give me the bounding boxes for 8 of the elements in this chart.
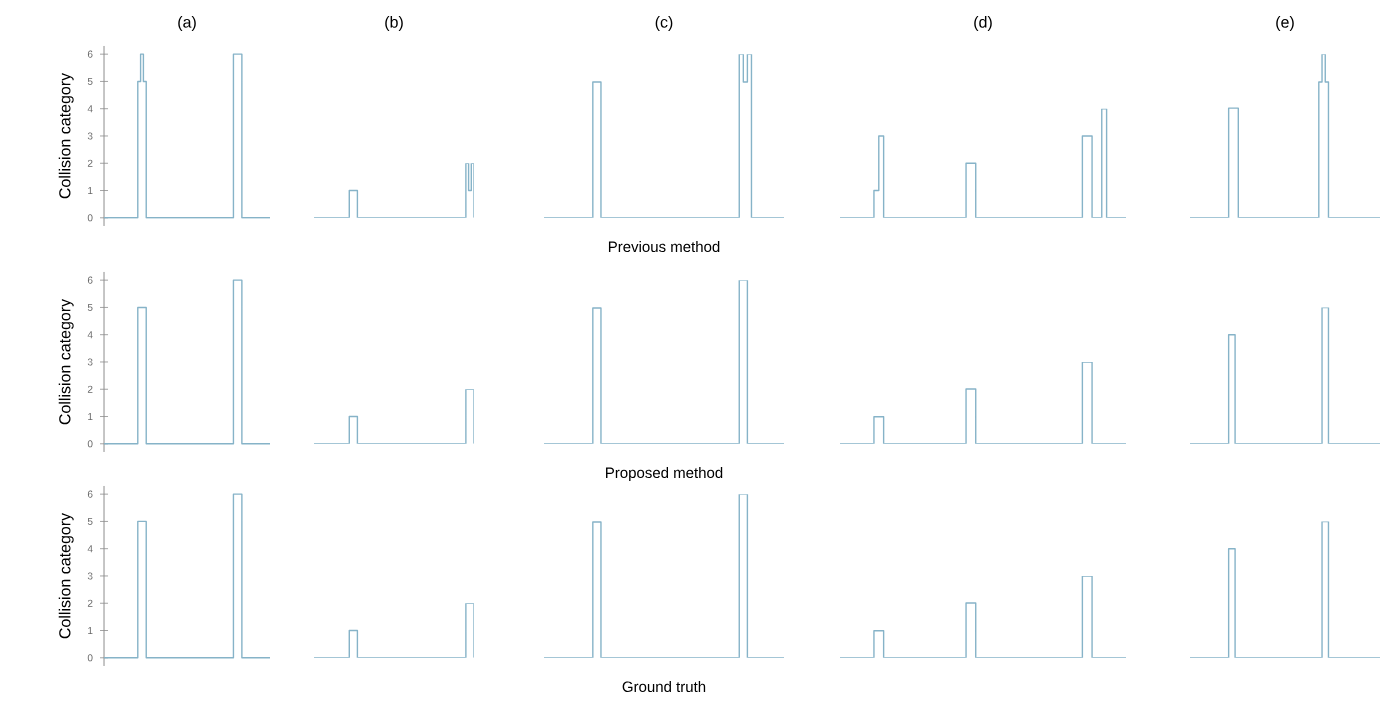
y-axis-title: Collision category	[58, 512, 74, 639]
chart-title: (e)	[1276, 16, 1294, 31]
chart-title: (a)	[178, 15, 196, 31]
y-axis-title: Collision category	[58, 72, 74, 199]
chart-title: (b)	[385, 16, 403, 31]
y-axis-title: Collision category	[58, 298, 74, 425]
chart-title: (d)	[974, 16, 992, 31]
chart-title: (c)	[655, 16, 673, 31]
